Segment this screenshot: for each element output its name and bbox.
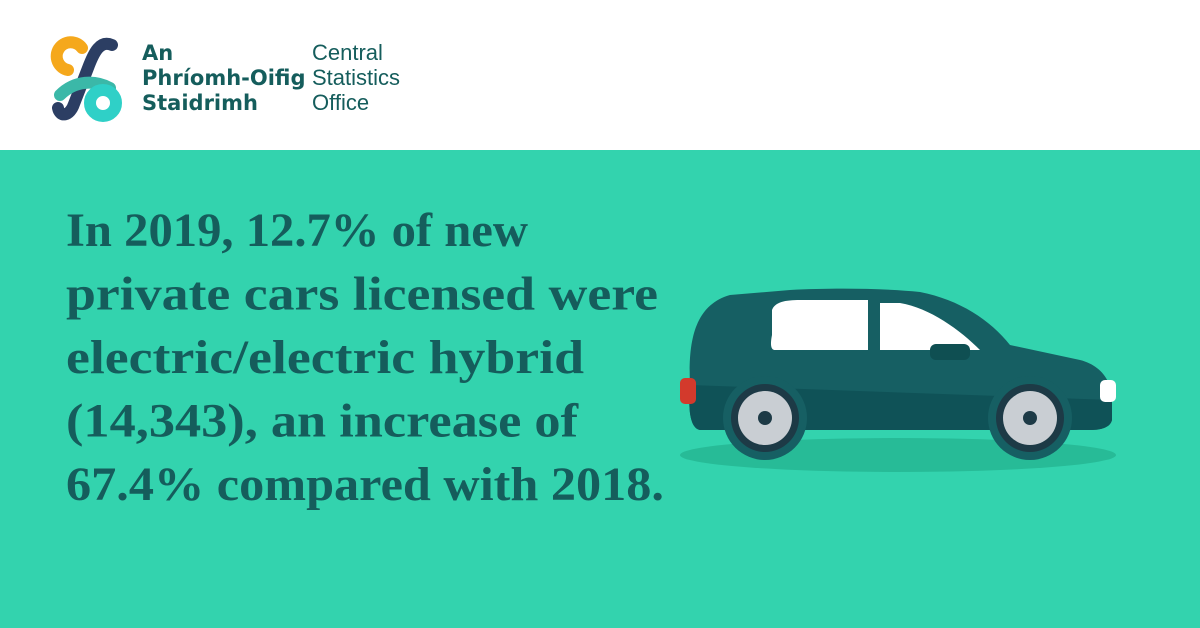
logo-english-line: Office	[312, 90, 369, 115]
body-text-line: private cars licensed were	[66, 268, 658, 321]
logo-irish-line: Phríomh-Oifig	[142, 66, 306, 90]
body-text-line: 67.4% compared with 2018.	[66, 458, 664, 511]
car-illustration	[680, 288, 1116, 472]
body-text-line: electric/electric hybrid	[66, 331, 584, 384]
body-text-line: In 2019, 12.7% of new	[66, 204, 528, 257]
header-bg	[0, 0, 1200, 150]
logo-mark	[50, 36, 122, 122]
body-text-line: (14,343), an increase of	[66, 395, 579, 448]
logo-irish-line: Staidrimh	[142, 91, 258, 115]
logo-english-line: Statistics	[312, 65, 400, 90]
logo-english-line: Central	[312, 40, 383, 65]
logo-irish-line: An	[142, 41, 173, 65]
